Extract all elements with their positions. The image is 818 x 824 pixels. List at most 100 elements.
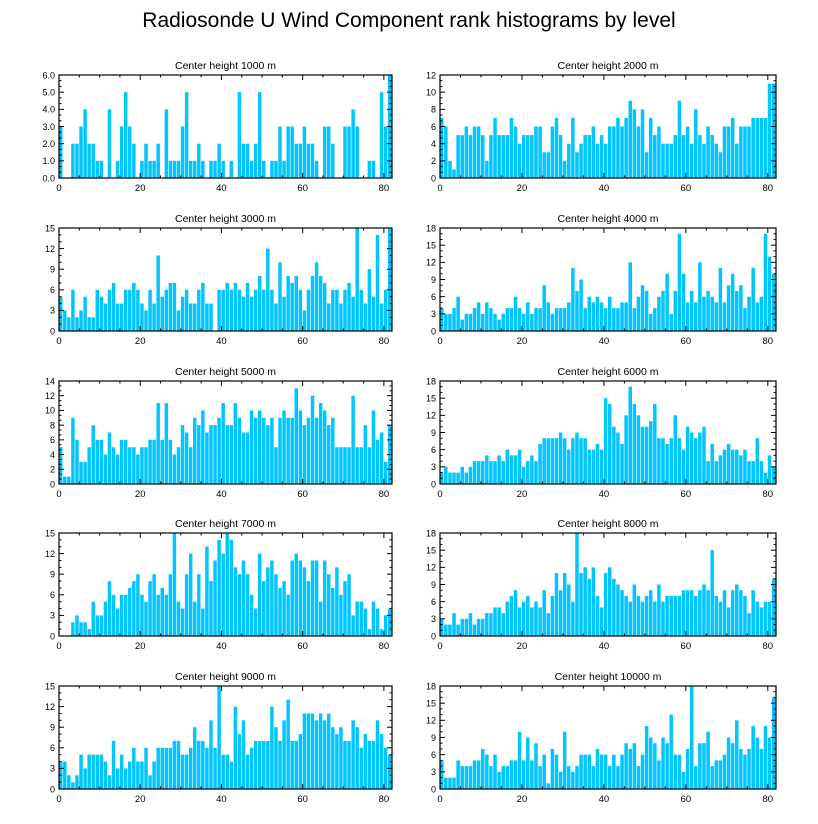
x-tick-label: 20 (135, 641, 146, 652)
bar (91, 425, 95, 484)
bar (172, 282, 177, 331)
bar (677, 100, 682, 178)
bar (294, 276, 298, 331)
y-tick-label: 6 (431, 292, 436, 302)
bar (505, 601, 510, 636)
bar (188, 303, 193, 331)
bar (538, 126, 542, 178)
bar (156, 255, 160, 331)
bar (771, 466, 776, 484)
bar (91, 143, 95, 178)
bar (156, 403, 160, 484)
bar (575, 533, 579, 636)
bar (763, 117, 768, 178)
bar (460, 135, 464, 178)
bar (119, 594, 124, 636)
bar (229, 539, 234, 636)
bar (119, 439, 124, 484)
bar (575, 290, 579, 331)
bar (509, 117, 514, 178)
bar (253, 608, 258, 636)
bar (636, 766, 641, 789)
x-tick-label: 20 (517, 489, 528, 500)
bar (262, 417, 266, 484)
bar (440, 618, 444, 636)
bar (460, 319, 464, 331)
bar (685, 426, 690, 484)
bar (571, 771, 575, 789)
bar (497, 135, 501, 178)
bar (702, 584, 706, 636)
bar (599, 302, 604, 331)
bar (160, 747, 164, 789)
bar (612, 126, 616, 178)
bar (464, 472, 469, 484)
y-tick-label: 4 (431, 139, 436, 149)
bar (735, 720, 739, 789)
bar (550, 438, 555, 484)
bar (759, 117, 764, 178)
bar (221, 754, 225, 789)
bar (383, 461, 388, 484)
bar (501, 461, 505, 484)
bar (331, 143, 335, 178)
bar (681, 771, 686, 789)
bar (751, 268, 755, 331)
bar (493, 117, 497, 178)
bar (476, 302, 481, 331)
bar (521, 135, 526, 178)
bar (168, 747, 173, 789)
bar (322, 282, 327, 331)
bar (771, 83, 776, 178)
bar (249, 160, 254, 178)
bar (657, 296, 661, 331)
bar (245, 143, 250, 178)
y-tick-label: 15 (426, 545, 436, 555)
bar (751, 117, 755, 178)
bar (726, 285, 731, 331)
bar (343, 126, 347, 178)
panel-5: Center height 5000 m 0 20 40 60 80 0 2 4 6 8 10 12 14 (45, 366, 393, 500)
bar (193, 303, 197, 331)
bar (452, 308, 456, 331)
bar-series (440, 686, 776, 789)
bar (278, 126, 282, 178)
bar (530, 455, 534, 484)
bar (608, 126, 612, 178)
bar (714, 760, 719, 789)
y-tick-label: 0 (431, 173, 436, 183)
bar (164, 109, 169, 178)
bar (363, 608, 368, 636)
bar (322, 560, 327, 636)
bar (456, 472, 460, 484)
bar (278, 417, 282, 484)
panel-title: Center height 10000 m (555, 671, 662, 683)
bar (640, 109, 645, 178)
bar (452, 777, 456, 789)
bar (249, 296, 254, 331)
bar (702, 426, 706, 484)
bar (444, 624, 448, 636)
bar (698, 262, 702, 331)
bar (132, 581, 136, 636)
tick-marks (58, 74, 392, 179)
x-tick-label: 20 (517, 641, 528, 652)
bar (310, 276, 315, 331)
bar (375, 234, 380, 331)
bar (747, 748, 751, 789)
bar (616, 432, 620, 484)
bar (612, 308, 616, 331)
bar (489, 135, 493, 178)
bar (262, 160, 266, 178)
bar (722, 302, 727, 331)
bar (648, 590, 653, 636)
bar (95, 754, 100, 789)
bar (743, 308, 747, 331)
bar (367, 740, 372, 789)
y-tick-label: 3 (431, 309, 436, 319)
bar (379, 303, 384, 331)
y-tick-label: 18 (426, 376, 436, 386)
bar (673, 290, 678, 331)
panel-7: Center height 7000 m 0 20 40 60 80 0 3 6 9 12 15 (45, 518, 393, 652)
bar (213, 560, 217, 636)
